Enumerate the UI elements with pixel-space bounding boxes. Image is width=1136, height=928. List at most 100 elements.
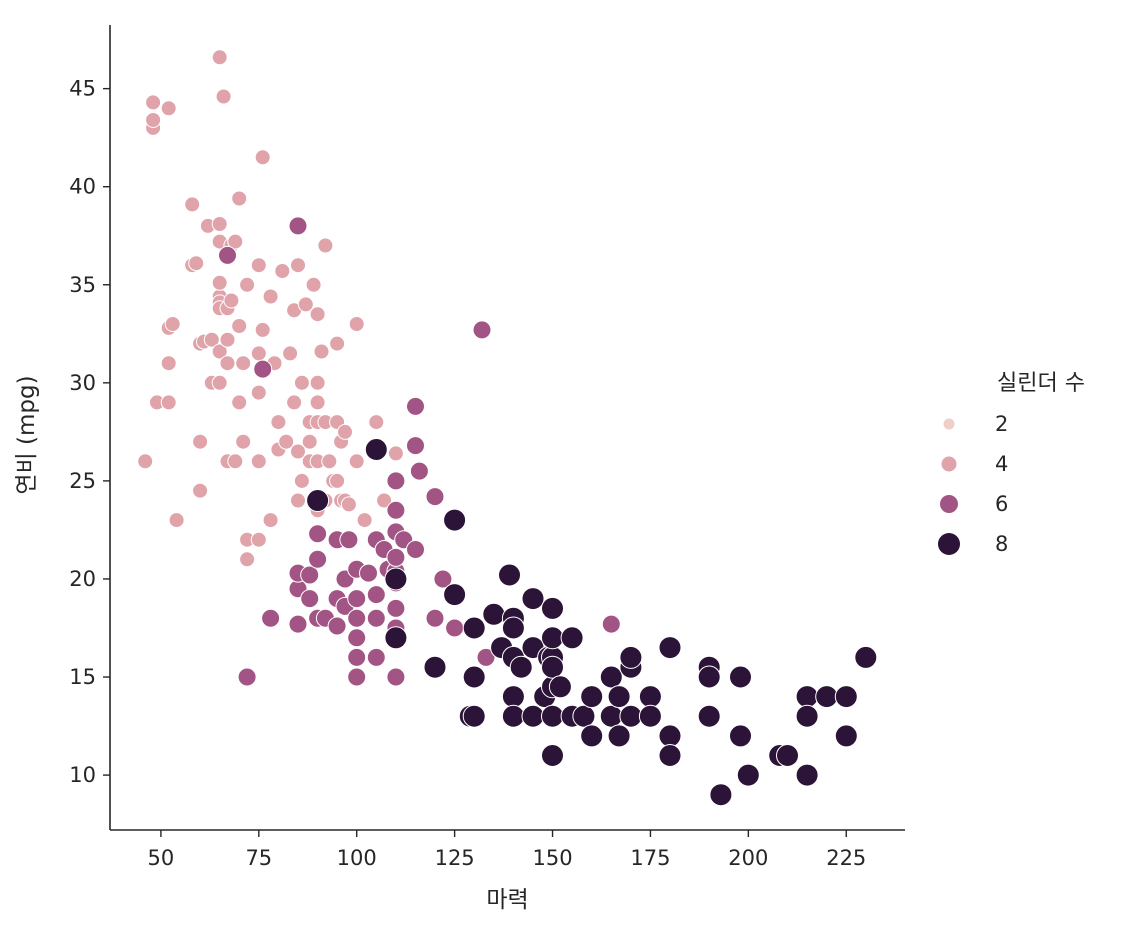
data-point-cyl-4	[290, 257, 306, 274]
data-point-cyl-4	[160, 355, 177, 372]
x-tick-label: 100	[337, 846, 377, 870]
data-point-cyl-8	[658, 636, 682, 660]
data-point-cyl-8	[815, 685, 839, 709]
data-point-cyl-8	[509, 655, 533, 679]
data-point-cyl-8	[462, 616, 486, 640]
y-tick-label: 45	[69, 77, 96, 101]
data-point-cyl-6	[261, 608, 281, 628]
data-point-cyl-6	[347, 589, 367, 609]
data-point-cyl-4	[313, 343, 330, 360]
y-tick-label: 15	[69, 665, 96, 689]
data-point-cyl-8	[498, 563, 521, 587]
data-point-cyl-6	[406, 436, 425, 456]
data-point-cyl-8	[619, 704, 643, 728]
data-point-cyl-8	[462, 665, 486, 689]
data-point-cyl-4	[211, 374, 228, 391]
data-point-cyl-6	[366, 608, 386, 628]
data-point-cyl-4	[254, 321, 271, 338]
data-point-cyl-4	[137, 453, 154, 470]
data-point-cyl-8	[443, 583, 467, 607]
data-point-cyl-4	[290, 443, 306, 460]
data-point-cyl-4	[145, 94, 162, 111]
data-point-cyl-4	[184, 196, 201, 213]
data-point-cyl-8	[607, 685, 631, 709]
data-point-cyl-8	[795, 763, 819, 787]
data-point-cyl-8	[709, 783, 733, 807]
data-point-cyl-8	[541, 596, 564, 620]
data-points	[137, 49, 878, 807]
data-point-cyl-6	[476, 647, 496, 667]
data-point-cyl-4	[321, 453, 338, 470]
data-point-cyl-6	[300, 565, 320, 585]
data-point-cyl-8	[443, 508, 467, 532]
legend-entry-label: 4	[995, 452, 1008, 476]
data-point-cyl-4	[274, 263, 291, 279]
data-point-cyl-8	[795, 704, 819, 728]
data-point-cyl-4	[231, 394, 248, 411]
data-point-cyl-4	[348, 453, 365, 470]
axes: 50 75 100 125 150 175 200 225 10 15 20 25 30 35 40 45	[69, 25, 905, 870]
data-point-cyl-4	[215, 88, 232, 105]
legend-entry-label: 6	[995, 492, 1008, 516]
legend: 실린더 수 2 4 6 8	[938, 371, 1085, 556]
data-point-cyl-4	[250, 257, 267, 274]
data-point-cyl-4	[211, 343, 228, 360]
data-point-cyl-8	[638, 685, 662, 709]
data-point-cyl-8	[541, 744, 564, 767]
data-point-cyl-8	[364, 438, 388, 461]
data-point-cyl-4	[270, 414, 287, 431]
data-point-cyl-8	[599, 704, 623, 728]
data-point-cyl-8	[541, 626, 564, 650]
data-point-cyl-4	[239, 551, 256, 568]
data-point-cyl-6	[601, 614, 621, 634]
data-point-cyl-4	[278, 433, 295, 450]
data-point-cyl-6	[308, 549, 328, 569]
data-point-cyl-4	[329, 472, 346, 489]
data-point-cyl-8	[729, 665, 752, 689]
data-point-cyl-6	[386, 471, 406, 491]
legend-entry-label: 2	[995, 412, 1008, 436]
data-point-cyl-8	[619, 645, 643, 669]
data-point-cyl-4	[297, 296, 314, 313]
data-point-cyl-6	[366, 585, 386, 605]
x-tick-label: 200	[728, 846, 768, 870]
data-point-cyl-4	[188, 255, 205, 272]
data-point-cyl-8	[658, 744, 682, 767]
x-tick-label: 150	[532, 846, 572, 870]
data-point-cyl-6	[366, 647, 386, 667]
x-tick-label: 75	[245, 846, 272, 870]
data-point-cyl-4	[203, 331, 220, 348]
data-point-cyl-6	[300, 589, 320, 609]
data-point-cyl-4	[227, 453, 244, 470]
data-point-cyl-4	[219, 355, 236, 372]
data-point-cyl-4	[262, 512, 279, 529]
data-point-cyl-4	[164, 316, 181, 332]
y-tick-label: 40	[69, 175, 96, 199]
data-point-cyl-8	[501, 704, 525, 728]
data-point-cyl-6	[386, 667, 406, 687]
data-point-cyl-6	[425, 608, 445, 628]
data-point-cyl-4	[262, 288, 279, 305]
data-point-cyl-4	[250, 531, 267, 548]
x-tick-label: 125	[435, 846, 475, 870]
data-point-cyl-8	[521, 704, 545, 728]
data-point-cyl-4	[231, 190, 248, 207]
data-point-cyl-6	[253, 359, 273, 379]
data-point-cyl-6	[386, 500, 406, 520]
data-point-cyl-8	[729, 724, 752, 748]
data-point-cyl-4	[309, 306, 326, 323]
data-point-cyl-8	[482, 602, 506, 626]
legend-marker	[943, 418, 955, 430]
data-point-cyl-8	[697, 704, 721, 728]
data-point-cyl-8	[501, 616, 525, 640]
data-point-cyl-4	[223, 292, 240, 309]
data-point-cyl-6	[406, 540, 425, 559]
data-point-cyl-8	[607, 724, 631, 748]
data-point-cyl-4	[356, 512, 373, 529]
data-point-cyl-8	[834, 724, 858, 748]
data-point-cyl-6	[433, 569, 453, 589]
data-point-cyl-4	[231, 318, 248, 334]
data-point-cyl-8	[384, 567, 408, 591]
data-point-cyl-4	[340, 496, 357, 513]
data-point-cyl-6	[347, 628, 367, 648]
